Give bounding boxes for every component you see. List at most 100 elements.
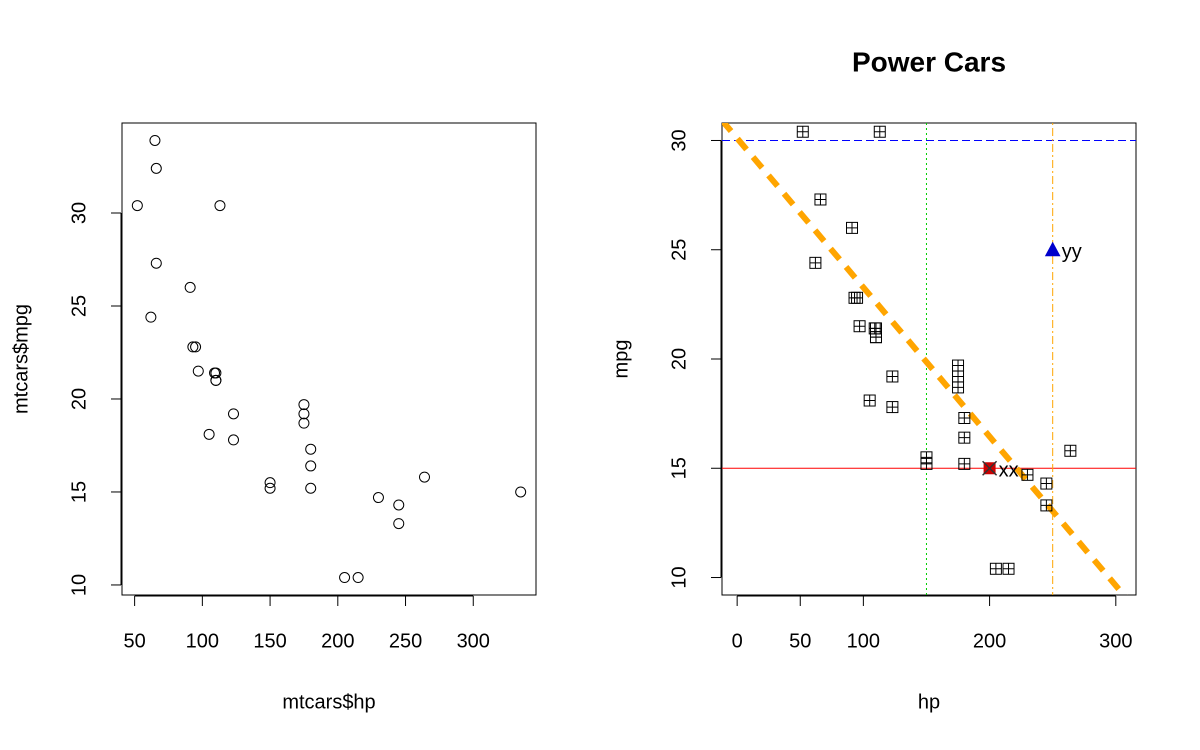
point (305, 443, 317, 455)
point (393, 499, 405, 511)
x-tick-label: 250 (389, 630, 422, 652)
point (886, 370, 899, 383)
point-plus (952, 360, 964, 372)
point-plus (958, 458, 970, 470)
point (851, 291, 864, 304)
point-plus (815, 83, 826, 94)
x-tick-label: 50 (123, 630, 145, 652)
y-tick-label: 20 (668, 348, 690, 370)
point (190, 341, 202, 353)
point (958, 457, 971, 470)
y-axis-label: mtcars$mpg (10, 304, 32, 414)
point (184, 281, 196, 293)
point-box (815, 83, 826, 94)
point (952, 359, 965, 372)
point (796, 125, 809, 138)
y-tick-label: 15 (668, 457, 690, 479)
point-plus (990, 563, 1002, 575)
x-axis-label: hp (918, 691, 940, 713)
point (920, 457, 933, 470)
point (298, 399, 310, 411)
point-plus (874, 126, 886, 138)
point (214, 200, 226, 212)
point-plus (886, 370, 898, 382)
y-tick-label: 20 (68, 388, 90, 410)
x-tick-label: 50 (789, 630, 811, 652)
point (131, 200, 143, 212)
point-plus (851, 292, 863, 304)
point (952, 381, 965, 394)
annotation-label: yy (1062, 241, 1082, 263)
point (1154, 463, 1165, 474)
point (150, 257, 162, 269)
point (298, 417, 310, 429)
point-plus (814, 50, 825, 61)
y-tick-label: 25 (668, 239, 690, 261)
point-plus (797, 126, 809, 138)
y-tick-label: 25 (68, 295, 90, 317)
plot-area (131, 134, 527, 584)
point-plus (1040, 499, 1052, 511)
point-plus (1021, 469, 1033, 481)
annotation-label: xx (999, 460, 1019, 482)
point (209, 367, 221, 379)
point-box (814, 50, 825, 61)
point (228, 434, 240, 446)
y-tick-label: 30 (668, 129, 690, 151)
point (150, 162, 162, 174)
x-tick-label: 200 (973, 630, 1006, 652)
y-tick-label: 10 (668, 566, 690, 588)
y-axis-label: mpg (610, 340, 632, 379)
point (210, 374, 222, 386)
y-tick-label: 15 (68, 481, 90, 503)
plot-box (121, 122, 537, 596)
y-tick-label: 30 (68, 202, 90, 224)
x-tick-label: 200 (321, 630, 354, 652)
plot-area (722, 50, 1165, 595)
point-plus (1064, 445, 1076, 457)
point (203, 428, 215, 440)
marker-cross (982, 460, 998, 476)
point (886, 401, 899, 414)
point (952, 370, 965, 383)
point (149, 134, 161, 146)
point (846, 221, 859, 234)
point (192, 365, 204, 377)
point (264, 482, 276, 494)
fit-line (722, 123, 1128, 595)
point-plus (952, 381, 964, 393)
point (1002, 562, 1015, 575)
point (305, 482, 317, 494)
x-tick-label: 100 (186, 630, 219, 652)
x-axis-label: mtcars$hp (282, 691, 375, 713)
point (372, 492, 384, 504)
point-plus (1003, 563, 1015, 575)
x-tick-label: 300 (1099, 630, 1132, 652)
point (515, 486, 527, 498)
point (809, 256, 822, 269)
x-tick-label: 100 (847, 630, 880, 652)
point (264, 477, 276, 489)
point (228, 408, 240, 420)
point-plus (809, 257, 821, 269)
point (305, 460, 317, 472)
point-plus (886, 401, 898, 413)
point (873, 125, 886, 138)
point (1064, 444, 1077, 457)
point (145, 311, 157, 323)
point (814, 50, 825, 61)
point-plus (846, 222, 858, 234)
point-plus (958, 412, 970, 424)
point (352, 572, 364, 584)
point-plus (958, 432, 970, 444)
point-plus (1154, 463, 1165, 474)
point-plus (952, 370, 964, 382)
point (868, 322, 881, 335)
point (989, 562, 1002, 575)
point (958, 412, 971, 424)
y-tick-label: 10 (68, 574, 90, 596)
point (187, 341, 199, 353)
point-plus (854, 320, 866, 332)
